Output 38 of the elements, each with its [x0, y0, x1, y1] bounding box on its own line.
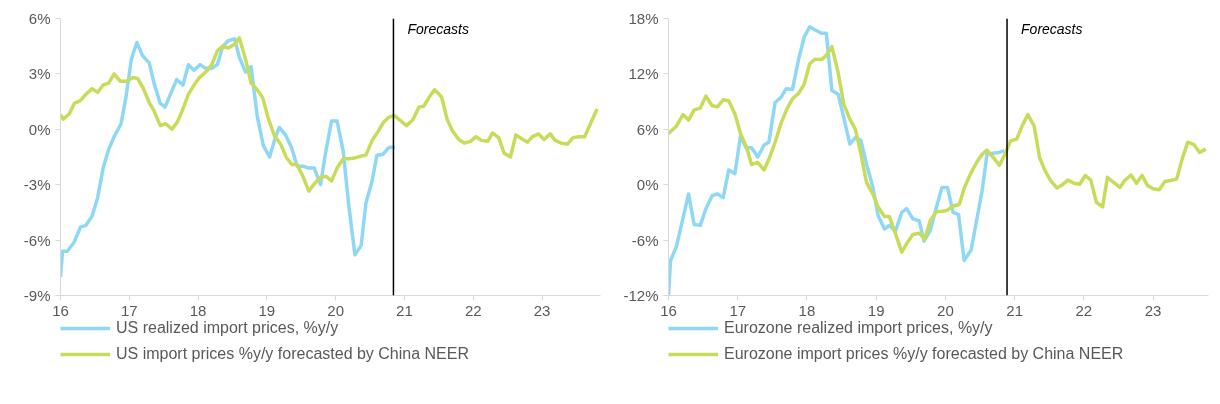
legend-label: Eurozone realized import prices, %y/y [724, 319, 993, 337]
y-tick-label: 0% [636, 176, 659, 194]
y-tick-label: 6% [28, 10, 51, 27]
x-tick-label: 19 [867, 301, 885, 319]
x-tick-label: 18 [798, 301, 816, 319]
y-tick-label: 6% [636, 120, 659, 138]
x-tick-label: 16 [660, 301, 677, 319]
y-tick-label: 12% [628, 65, 659, 83]
legend-label: Eurozone import prices %y/y forecasted by China NEER [724, 345, 1124, 363]
y-tick-label: -3% [23, 176, 51, 194]
x-tick-label: 22 [1075, 301, 1093, 319]
legend-label: US import prices %y/y forecasted by China NEER [116, 345, 470, 363]
y-tick-label: -6% [23, 231, 51, 249]
line-series [60, 36, 599, 193]
x-tick-label: 16 [52, 301, 69, 319]
line-series [668, 44, 1208, 254]
y-tick-label: -12% [623, 287, 659, 304]
legend-label: US realized import prices, %y/y [116, 319, 339, 337]
ref-line-label: Forecasts [407, 20, 469, 37]
x-tick-label: 23 [1144, 301, 1162, 319]
x-tick-label: 18 [189, 301, 207, 319]
x-tick-label: 21 [1006, 301, 1023, 319]
x-tick-label: 20 [937, 301, 954, 319]
x-tick-label: 22 [464, 301, 482, 319]
line-series [60, 37, 397, 279]
x-tick-label: 23 [533, 301, 551, 319]
y-tick-label: 3% [28, 65, 51, 83]
x-tick-label: 20 [327, 301, 344, 319]
y-tick-label: 0% [28, 120, 51, 138]
x-tick-label: 17 [729, 301, 747, 319]
x-tick-label: 19 [258, 301, 276, 319]
x-tick-label: 21 [396, 301, 413, 319]
y-tick-label: 18% [628, 10, 659, 27]
line-series [668, 25, 1007, 296]
x-tick-label: 17 [120, 301, 138, 319]
y-tick-label: -6% [631, 231, 659, 249]
ref-line-label: Forecasts [1021, 20, 1083, 37]
y-tick-label: -9% [23, 287, 51, 304]
